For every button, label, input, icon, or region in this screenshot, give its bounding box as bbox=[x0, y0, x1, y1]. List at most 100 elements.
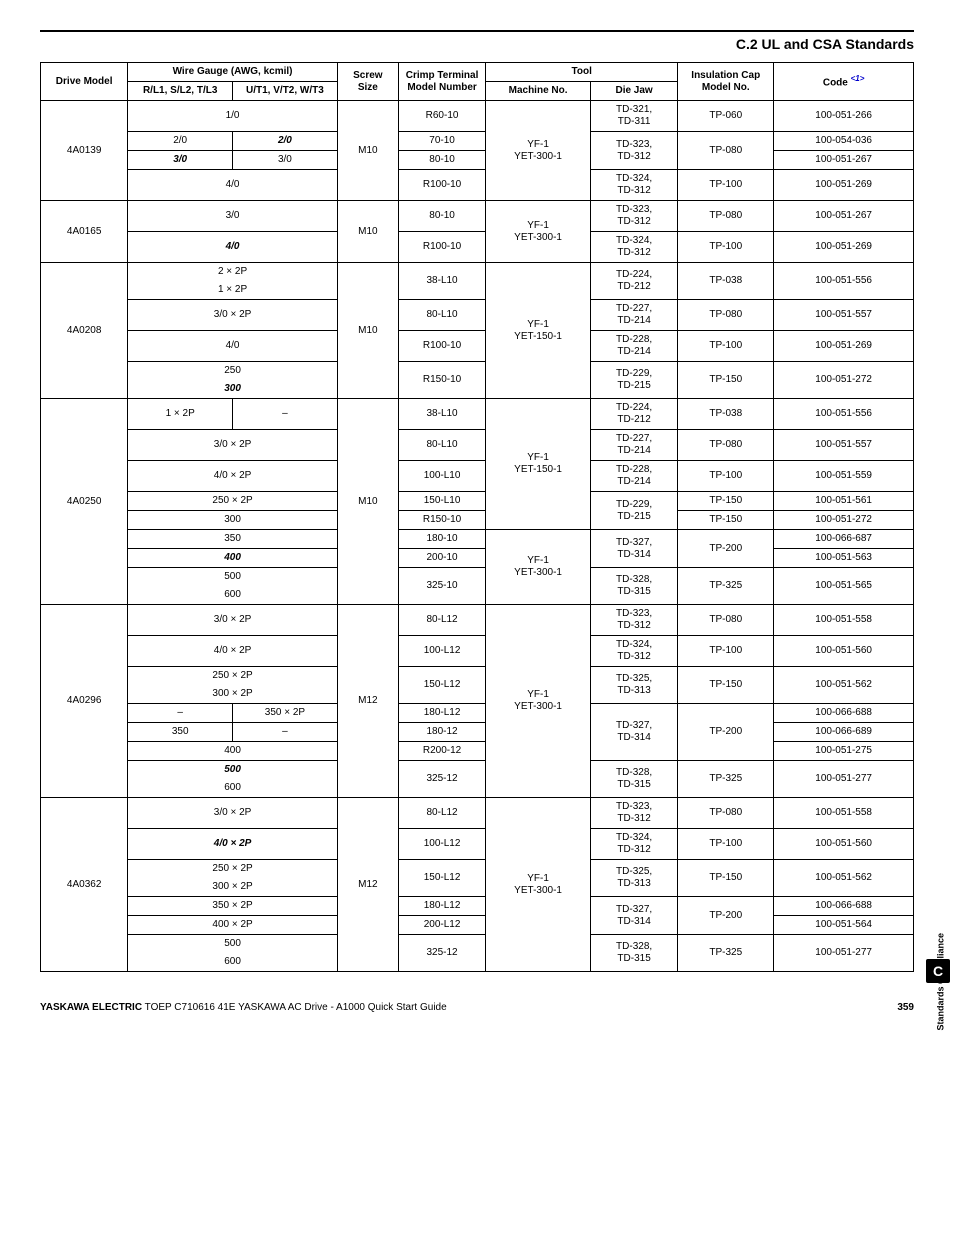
table-row: 4/0R100-10TD-324,TD-312TP-100100-051-269 bbox=[41, 170, 914, 201]
wire-cell: 300 × 2P bbox=[128, 685, 338, 704]
th-code: Code <1> bbox=[774, 63, 914, 101]
wire-cell: 350 × 2P bbox=[128, 897, 338, 916]
drive-model-cell: 4A0296 bbox=[41, 605, 128, 798]
table-row: 400 × 2P200-L12100-051-564 bbox=[41, 916, 914, 935]
die-cell: TD-328,TD-315 bbox=[590, 761, 677, 798]
ins-cell: TP-100 bbox=[678, 232, 774, 263]
crimp-cell: 100-L10 bbox=[398, 461, 485, 492]
crimp-cell: 80-10 bbox=[398, 201, 485, 232]
crimp-cell: 70-10 bbox=[398, 132, 485, 151]
ins-cell: TP-150 bbox=[678, 860, 774, 897]
wire-cell: 250 × 2P bbox=[128, 492, 338, 511]
die-cell: TD-324,TD-312 bbox=[590, 170, 677, 201]
wire-rl-cell: 2/0 bbox=[128, 132, 233, 151]
section-title: C.2 UL and CSA Standards bbox=[40, 36, 914, 52]
table-row: 500325-12TD-328,TD-315TP-325100-051-277 bbox=[41, 761, 914, 780]
wire-cell: 400 bbox=[128, 549, 338, 568]
wire-cell: 4/0 bbox=[128, 331, 338, 362]
wire-cell: 3/0 × 2P bbox=[128, 430, 338, 461]
die-cell: TD-323,TD-312 bbox=[590, 201, 677, 232]
table-row: 350–180-12100-066-689 bbox=[41, 723, 914, 742]
code-cell: 100-054-036 bbox=[774, 132, 914, 151]
code-cell: 100-051-557 bbox=[774, 430, 914, 461]
die-cell: TD-323,TD-312 bbox=[590, 605, 677, 636]
code-cell: 100-051-269 bbox=[774, 331, 914, 362]
crimp-cell: 80-L12 bbox=[398, 605, 485, 636]
code-cell: 100-051-556 bbox=[774, 399, 914, 430]
machine-cell: YF-1YET-300-1 bbox=[486, 101, 591, 201]
wire-cell: 500 bbox=[128, 935, 338, 954]
drive-model-cell: 4A0165 bbox=[41, 201, 128, 263]
table-row: 250 × 2P150-L12TD-325,TD-313TP-150100-05… bbox=[41, 860, 914, 879]
wire-cell: 2 × 2P bbox=[128, 263, 338, 282]
crimp-cell: 100-L12 bbox=[398, 829, 485, 860]
th-screw: Screw Size bbox=[337, 63, 398, 101]
ins-cell: TP-150 bbox=[678, 362, 774, 399]
appendix-badge: C bbox=[926, 959, 950, 983]
die-cell: TD-323,TD-312 bbox=[590, 132, 677, 170]
drive-model-cell: 4A0208 bbox=[41, 263, 128, 399]
wire-cell: 250 × 2P bbox=[128, 860, 338, 879]
ins-cell: TP-325 bbox=[678, 568, 774, 605]
spec-table: Drive Model Wire Gauge (AWG, kcmil) Scre… bbox=[40, 62, 914, 972]
wire-cell: 4/0 × 2P bbox=[128, 829, 338, 860]
table-row: 250 × 2P150-L12TD-325,TD-313TP-150100-05… bbox=[41, 667, 914, 686]
crimp-cell: 325-10 bbox=[398, 568, 485, 605]
wire-ut-cell: 2/0 bbox=[233, 132, 338, 151]
code-cell: 100-066-688 bbox=[774, 704, 914, 723]
table-row: 250 × 2P150-L10TD-229,TD-215TP-150100-05… bbox=[41, 492, 914, 511]
crimp-cell: 38-L10 bbox=[398, 263, 485, 300]
screw-cell: M10 bbox=[337, 101, 398, 201]
die-cell: TD-328,TD-315 bbox=[590, 568, 677, 605]
drive-model-cell: 4A0362 bbox=[41, 798, 128, 972]
die-cell: TD-324,TD-312 bbox=[590, 636, 677, 667]
machine-cell: YF-1YET-300-1 bbox=[486, 605, 591, 798]
wire-cell: 500 bbox=[128, 568, 338, 587]
code-cell: 100-051-557 bbox=[774, 300, 914, 331]
code-cell: 100-066-687 bbox=[774, 530, 914, 549]
wire-cell: 300 bbox=[128, 380, 338, 399]
wire-cell: 3/0 × 2P bbox=[128, 605, 338, 636]
wire-cell: 600 bbox=[128, 586, 338, 605]
ins-cell: TP-150 bbox=[678, 511, 774, 530]
crimp-cell: 100-L12 bbox=[398, 636, 485, 667]
wire-rl-cell: 3/0 bbox=[128, 151, 233, 170]
code-cell: 100-051-558 bbox=[774, 798, 914, 829]
drive-model-cell: 4A0250 bbox=[41, 399, 128, 605]
crimp-cell: 200-L12 bbox=[398, 916, 485, 935]
table-row: 3/03/080-10100-051-267 bbox=[41, 151, 914, 170]
wire-ut-cell: – bbox=[233, 723, 338, 742]
code-cell: 100-051-560 bbox=[774, 636, 914, 667]
die-cell: TD-328,TD-315 bbox=[590, 935, 677, 972]
wire-cell: 600 bbox=[128, 779, 338, 798]
wire-cell: 1 × 2P bbox=[128, 281, 338, 300]
table-row: 500325-10TD-328,TD-315TP-325100-051-565 bbox=[41, 568, 914, 587]
table-row: 250R150-10TD-229,TD-215TP-150100-051-272 bbox=[41, 362, 914, 381]
ins-cell: TP-100 bbox=[678, 331, 774, 362]
code-cell: 100-051-558 bbox=[774, 605, 914, 636]
th-rl: R/L1, S/L2, T/L3 bbox=[128, 82, 233, 101]
crimp-cell: 80-L12 bbox=[398, 798, 485, 829]
screw-cell: M12 bbox=[337, 605, 398, 798]
ins-cell: TP-038 bbox=[678, 263, 774, 300]
machine-cell: YF-1YET-150-1 bbox=[486, 263, 591, 399]
crimp-cell: 180-L12 bbox=[398, 897, 485, 916]
wire-ut-cell: 3/0 bbox=[233, 151, 338, 170]
crimp-cell: 180-L12 bbox=[398, 704, 485, 723]
table-row: 500325-12TD-328,TD-315TP-325100-051-277 bbox=[41, 935, 914, 954]
table-row: 4/0R100-10TD-324,TD-312TP-100100-051-269 bbox=[41, 232, 914, 263]
crimp-cell: R100-10 bbox=[398, 232, 485, 263]
wire-rl-cell: – bbox=[128, 704, 233, 723]
th-wire-gauge: Wire Gauge (AWG, kcmil) bbox=[128, 63, 338, 82]
die-cell: TD-327,TD-314 bbox=[590, 704, 677, 761]
wire-rl-cell: 1 × 2P bbox=[128, 399, 233, 430]
crimp-cell: 200-10 bbox=[398, 549, 485, 568]
ins-cell: TP-080 bbox=[678, 798, 774, 829]
screw-cell: M10 bbox=[337, 201, 398, 263]
crimp-cell: 180-10 bbox=[398, 530, 485, 549]
ins-cell: TP-080 bbox=[678, 201, 774, 232]
ins-cell: TP-200 bbox=[678, 897, 774, 935]
code-cell: 100-051-563 bbox=[774, 549, 914, 568]
screw-cell: M10 bbox=[337, 263, 398, 399]
crimp-cell: 150-L10 bbox=[398, 492, 485, 511]
